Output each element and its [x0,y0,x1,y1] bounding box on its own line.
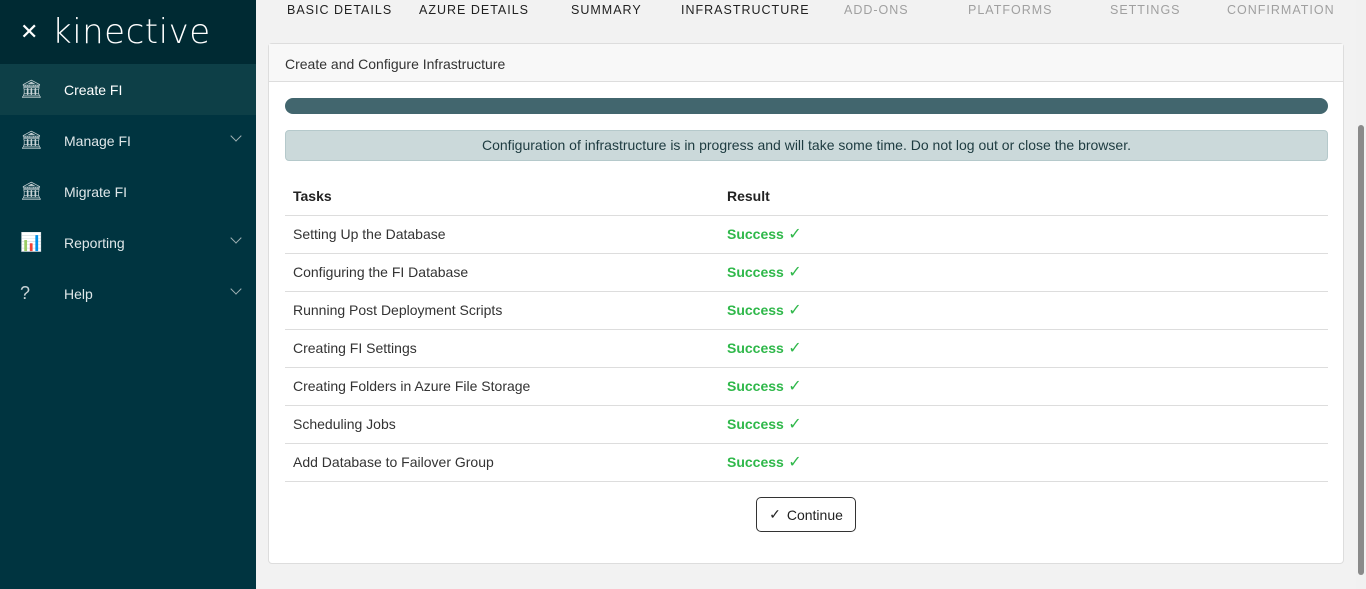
status-text: Success [727,264,784,280]
task-name: Creating FI Settings [285,329,719,368]
bank-gear-icon: 🏛 [20,130,43,150]
sidebar-item-reporting[interactable]: 📊 Reporting [0,217,256,268]
step-basic-details[interactable]: BASIC DETAILS [287,3,393,17]
task-result: Success ✓ [719,443,1328,482]
status-text: Success [727,454,784,470]
step-settings[interactable]: SETTINGS [1110,3,1181,17]
task-name: Add Database to Failover Group [285,443,719,482]
table-row: Creating Folders in Azure File Storage Su… [285,367,1328,406]
table-row: Scheduling Jobs Success ✓ [285,405,1328,444]
status-text: Success [727,226,784,242]
sidebar-item-label: Help [64,285,93,302]
sidebar-item-label: Reporting [64,234,125,251]
continue-button[interactable]: ✓ Continue [756,497,856,532]
task-name: Scheduling Jobs [285,405,719,444]
info-alert: Configuration of infrastructure is in pr… [285,130,1328,161]
sidebar-item-help[interactable]: ? Help [0,268,256,319]
continue-label: Continue [786,506,843,523]
tasks-table: Tasks Result Setting Up the Database Succ… [285,177,1328,482]
task-name: Creating Folders in Azure File Storage [285,367,719,406]
task-result: Success ✓ [719,253,1328,292]
infrastructure-card: Create and Configure Infrastructure Conf… [268,43,1344,564]
sidebar-item-label: Manage FI [64,132,131,149]
scrollbar[interactable] [1356,0,1366,589]
bar-chart-icon: 📊 [20,232,43,252]
table-row: Configuring the FI Database Success ✓ [285,253,1328,292]
card-title: Create and Configure Infrastructure [269,44,1343,82]
chevron-down-icon[interactable] [230,232,242,244]
wizard-steps: BASIC DETAILS AZURE DETAILS SUMMARY INFRAST… [256,0,1356,22]
task-result: Success ✓ [719,215,1328,254]
status-text: Success [727,302,784,318]
check-icon: ✓ [783,378,802,395]
logo-bar: ✕ kinective [0,0,256,64]
step-azure-details[interactable]: AZURE DETAILS [419,3,530,17]
help-bubble-icon: ? [20,283,31,303]
status-text: Success [727,378,784,394]
column-header-result: Result [719,177,1328,216]
check-icon: ✓ [783,302,802,319]
task-result: Success ✓ [719,367,1328,406]
table-row: Running Post Deployment Scripts Success ✓ [285,291,1328,330]
sidebar-item-migrate-fi[interactable]: 🏛 Migrate FI [0,166,256,217]
scrollbar-thumb[interactable] [1358,125,1364,575]
sidebar: ✕ kinective 🏛 Create FI 🏛 Manage FI 🏛 Migrate… [0,0,256,589]
check-icon: ✓ [783,454,802,471]
bank-arrow-icon: 🏛 [20,181,43,201]
task-result: Success ✓ [719,291,1328,330]
progress-fill [285,98,1328,114]
table-row: Creating FI Settings Success ✓ [285,329,1328,368]
task-result: Success ✓ [719,405,1328,444]
status-text: Success [727,340,784,356]
check-icon: ✓ [769,506,781,522]
chevron-down-icon[interactable] [230,283,242,295]
task-name: Running Post Deployment Scripts [285,291,719,330]
step-confirmation[interactable]: CONFIRMATION [1227,3,1335,17]
sidebar-item-create-fi[interactable]: 🏛 Create FI [0,64,256,115]
task-result: Success ✓ [719,329,1328,368]
table-row: Add Database to Failover Group Success ✓ [285,443,1328,482]
step-infrastructure[interactable]: INFRASTRUCTURE [681,3,810,17]
task-name: Configuring the FI Database [285,253,719,292]
progress-bar [285,98,1328,114]
check-icon: ✓ [783,416,802,433]
sidebar-item-label: Migrate FI [64,183,128,200]
status-text: Success [727,416,784,432]
step-platforms[interactable]: PLATFORMS [968,3,1053,17]
column-header-tasks: Tasks [285,177,719,216]
close-icon[interactable]: ✕ [20,19,39,44]
check-icon: ✓ [783,264,802,281]
task-name: Setting Up the Database [285,215,719,254]
sidebar-item-label: Create FI [64,81,123,98]
sidebar-item-manage-fi[interactable]: 🏛 Manage FI [0,115,256,166]
step-add-ons[interactable]: ADD-ONS [844,3,909,17]
check-icon: ✓ [783,340,802,357]
chevron-down-icon[interactable] [230,130,242,142]
kinective-logo: kinective [52,12,211,52]
table-row: Setting Up the Database Success ✓ [285,215,1328,254]
step-summary[interactable]: SUMMARY [571,3,642,17]
check-icon: ✓ [783,226,802,243]
bank-plus-icon: 🏛 [20,79,43,99]
